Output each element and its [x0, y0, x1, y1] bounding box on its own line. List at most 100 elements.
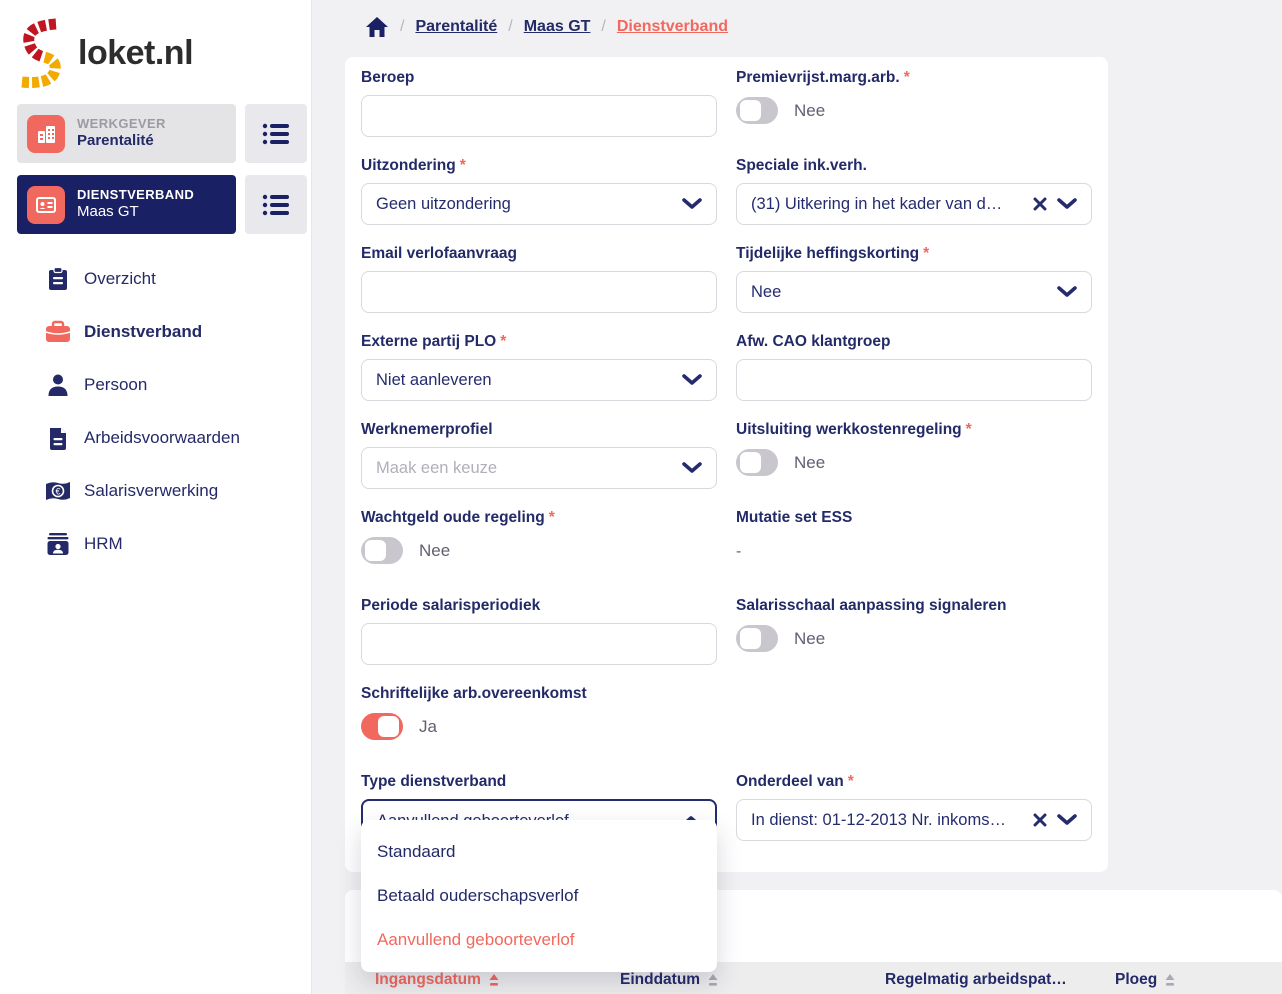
field-wachtgeld-oude-regeling: Wachtgeld oude regeling * Nee [361, 507, 717, 595]
clipboard-icon [45, 266, 71, 292]
sidebar-item-dienstverband[interactable]: Dienstverband [0, 305, 311, 358]
hrm-badge-icon [45, 531, 71, 557]
list-icon [262, 194, 289, 215]
breadcrumb-link-werkgever[interactable]: Parentalité [415, 18, 498, 35]
periode-salarisperiodiek-input[interactable] [361, 623, 717, 665]
required-marker: * [965, 421, 972, 438]
context-card-werkgever[interactable]: WERKGEVER Parentalité [17, 104, 236, 163]
werknemerprofiel-select[interactable]: Maak een keuze [361, 447, 717, 489]
column-label: Ploeg [1115, 971, 1158, 988]
column-label: Regelmatig arbeidspat… [885, 971, 1067, 988]
externe-partij-plo-select[interactable]: Niet aanleveren [361, 359, 717, 401]
required-marker: * [923, 245, 930, 262]
clear-icon[interactable] [1033, 813, 1047, 827]
dropdown-option-aanvullend-geboorteverlof[interactable]: Aanvullend geboorteverlof [377, 930, 575, 949]
field-type-dienstverband: Type dienstverband Aanvullend geboorteve… [361, 771, 717, 972]
field-label: Werknemerprofiel [361, 421, 493, 438]
schriftelijke-toggle[interactable] [361, 713, 403, 740]
dienstverband-menu-button[interactable] [245, 175, 307, 234]
chevron-down-icon [1057, 814, 1077, 825]
toggle-state-label: Nee [794, 100, 826, 120]
required-marker: * [847, 773, 854, 790]
onderdeel-van-select[interactable]: In dienst: 01-12-2013 Nr. inkoms… [736, 799, 1092, 841]
dropdown-option-standaard[interactable]: Standaard [377, 842, 456, 861]
beroep-input[interactable] [361, 95, 717, 137]
toggle-knob [378, 716, 399, 737]
select-value: (31) Uitkering in het kader van d… [751, 194, 1003, 213]
field-label: Schriftelijke arb.overeenkomst [361, 685, 587, 702]
select-value: Nee [751, 282, 782, 301]
premievrijst-toggle[interactable] [736, 97, 778, 124]
column-label: Einddatum [620, 971, 701, 988]
field-periode-salarisperiodiek: Periode salarisperiodiek [361, 595, 717, 683]
uitzondering-select[interactable]: Geen uitzondering [361, 183, 717, 225]
column-header-regelmatig-arbeidspatroon: Regelmatig arbeidspat… [885, 971, 1067, 989]
sort-icon [489, 973, 499, 987]
menu-label: Persoon [84, 374, 148, 394]
field-externe-partij-plo: Externe partij PLO * Niet aanleveren [361, 331, 717, 419]
field-label: Type dienstverband [361, 773, 507, 790]
select-value: Geen uitzondering [376, 194, 511, 213]
list-icon [262, 123, 289, 144]
field-salarisschaal-signaleren: Salarisschaal aanpassing signaleren Nee [736, 595, 1092, 683]
toggle-state-label: Nee [794, 628, 826, 648]
home-icon[interactable] [365, 16, 389, 38]
select-value: In dienst: 01-12-2013 Nr. inkoms… [751, 810, 1006, 829]
column-header-einddatum[interactable]: Einddatum [620, 971, 718, 989]
menu-label: Arbeidsvoorwaarden [84, 427, 240, 447]
column-header-ploeg[interactable]: Ploeg [1115, 971, 1175, 989]
logo[interactable]: loket.nl [12, 18, 194, 88]
field-email-verlofaanvraag: Email verlofaanvraag [361, 243, 717, 331]
wachtgeld-toggle[interactable] [361, 537, 403, 564]
breadcrumb-link-dienstverband-naam[interactable]: Maas GT [523, 18, 591, 35]
toggle-state-label: Nee [794, 452, 826, 472]
field-label: Externe partij PLO * [361, 333, 507, 350]
sidebar-item-hrm[interactable]: HRM [0, 517, 311, 570]
field-label: Uitzondering * [361, 157, 466, 174]
logo-text: loket.nl [78, 33, 194, 72]
speciale-ink-verh-select[interactable]: (31) Uitkering in het kader van d… [736, 183, 1092, 225]
field-label: Afw. CAO klantgroep [736, 333, 891, 350]
field-premievrijst: Premievrijst.marg.arb. * Nee [736, 67, 1092, 155]
sidebar-item-arbeidsvoorwaarden[interactable]: Arbeidsvoorwaarden [0, 411, 311, 464]
field-label: Periode salarisperiodiek [361, 597, 541, 614]
field-label: Wachtgeld oude regeling * [361, 509, 555, 526]
field-label: Beroep [361, 69, 415, 86]
clear-icon[interactable] [1033, 197, 1047, 211]
mutatie-set-ess-value: - [736, 543, 742, 560]
context-role-label: WERKGEVER [77, 116, 166, 131]
email-verlofaanvraag-input[interactable] [361, 271, 717, 313]
type-dienstverband-dropdown: Standaard Betaald ouderschapsverlof Aanv… [361, 820, 717, 972]
chevron-down-icon [682, 462, 702, 473]
field-werknemerprofiel: Werknemerprofiel Maak een keuze [361, 419, 717, 507]
sidebar-item-salarisverwerking[interactable]: € Salarisverwerking [0, 464, 311, 517]
required-marker: * [903, 69, 910, 86]
field-schriftelijke-arbovereenkomst: Schriftelijke arb.overeenkomst Ja [361, 683, 717, 771]
field-label: Email verlofaanvraag [361, 245, 517, 262]
breadcrumb-separator: / [400, 18, 405, 35]
context-card-dienstverband[interactable]: DIENSTVERBAND Maas GT [17, 175, 236, 234]
field-label: Onderdeel van * [736, 773, 854, 790]
id-card-icon [27, 185, 65, 224]
euro-banknote-icon: € [45, 478, 71, 504]
toggle-knob [740, 452, 761, 473]
sort-icon [1165, 973, 1175, 987]
salarisschaal-toggle[interactable] [736, 625, 778, 652]
werkgever-menu-button[interactable] [245, 104, 307, 163]
required-marker: * [548, 509, 555, 526]
sidebar-item-overzicht[interactable]: Overzicht [0, 252, 311, 305]
menu-label: Salarisverwerking [84, 480, 219, 500]
context-name: Maas GT [77, 203, 139, 221]
dropdown-option-betaald-ouderschapsverlof[interactable]: Betaald ouderschapsverlof [377, 886, 579, 905]
field-uitsluiting-werkkostenregeling: Uitsluiting werkkostenregeling * Nee [736, 419, 1092, 507]
field-label: Salarisschaal aanpassing signaleren [736, 597, 1007, 614]
column-header-ingangsdatum[interactable]: Ingangsdatum [375, 971, 499, 989]
sidebar-item-persoon[interactable]: Persoon [0, 358, 311, 411]
field-label: Uitsluiting werkkostenregeling * [736, 421, 972, 438]
tijdelijke-heffingskorting-select[interactable]: Nee [736, 271, 1092, 313]
uitsluiting-toggle[interactable] [736, 449, 778, 476]
breadcrumb-current[interactable]: Dienstverband [616, 18, 728, 35]
breadcrumb: / Parentalité / Maas GT / Dienstverband [365, 16, 728, 38]
field-onderdeel-van: Onderdeel van * In dienst: 01-12-2013 Nr.… [736, 771, 1092, 859]
afw-cao-klantgroep-input[interactable] [736, 359, 1092, 401]
